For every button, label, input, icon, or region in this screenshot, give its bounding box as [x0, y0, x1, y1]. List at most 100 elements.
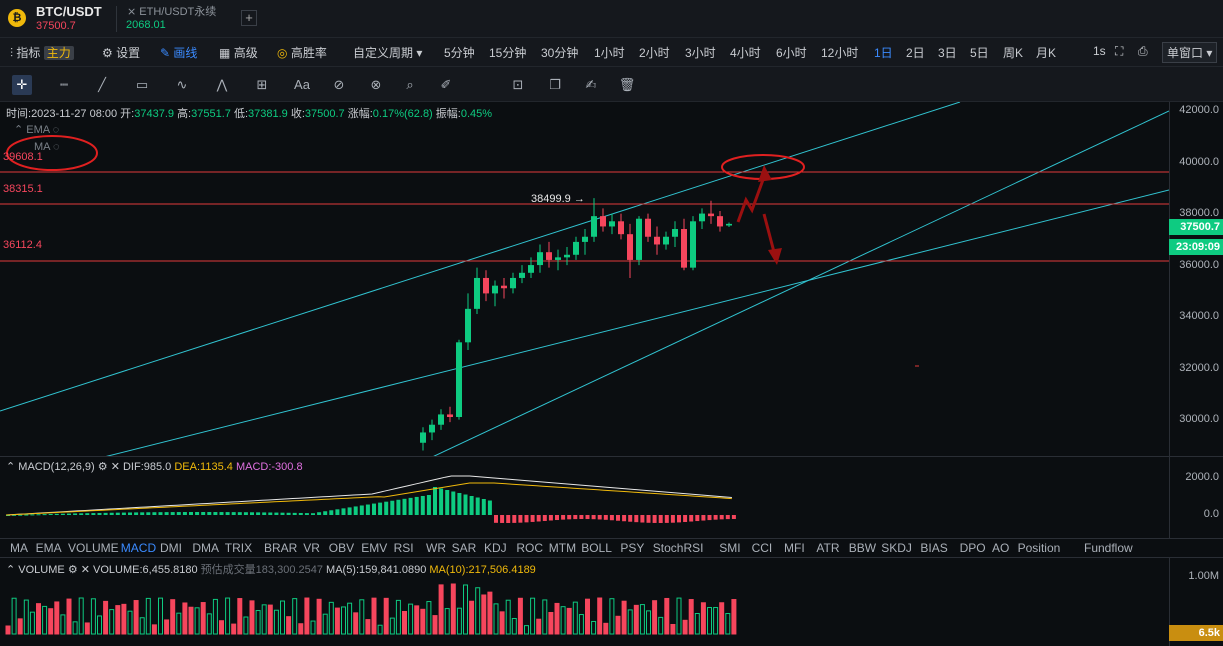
indicator-tab-obv[interactable]: OBV [328, 541, 355, 555]
indicator-tab-sar[interactable]: SAR [451, 541, 477, 555]
magnet-icon[interactable]: ⊘ [333, 77, 345, 92]
indicator-tab-macd[interactable]: MACD [120, 541, 157, 555]
candlestick-chart[interactable] [0, 102, 1169, 456]
screenshot-icon[interactable]: ⎙ [1138, 44, 1148, 58]
indicator-tab-bbw[interactable]: BBW [848, 541, 877, 555]
indicator-tab-atr[interactable]: ATR [816, 541, 840, 555]
tf-30m[interactable]: 30分钟 [541, 46, 579, 60]
tf-15m[interactable]: 15分钟 [489, 46, 527, 60]
hline-icon[interactable]: ┉ [60, 77, 68, 92]
magnet-strong-icon[interactable]: ⊗ [370, 77, 382, 92]
tf-5d[interactable]: 5日 [970, 46, 989, 60]
indicator-tab-ema[interactable]: EMA [35, 541, 62, 555]
symbol-title[interactable]: BTC/USDT [36, 4, 102, 19]
close-icon[interactable]: ✕ [80, 564, 90, 576]
indicator-tab-vr[interactable]: VR [303, 541, 320, 555]
close-icon[interactable]: ✕ [110, 461, 120, 473]
edit-icon[interactable]: ✍ [585, 77, 597, 92]
macd-histogram-bar [152, 512, 157, 515]
indicator-tab-mfi[interactable]: MFI [784, 541, 805, 555]
wave-icon[interactable]: ∿ [176, 77, 188, 92]
tf-12h[interactable]: 12小时 [821, 46, 859, 60]
trash-icon[interactable]: 🗑 [618, 77, 636, 92]
tf-month[interactable]: 月K [1036, 46, 1057, 60]
measure-icon[interactable]: ⊞ [256, 77, 268, 92]
tf-3h[interactable]: 3小时 [685, 46, 716, 60]
tf-5m[interactable]: 5分钟 [444, 46, 475, 60]
tf-1d[interactable]: 1日 [874, 46, 893, 60]
tf-week[interactable]: 周K [1003, 46, 1024, 60]
indicator-tab-stochrsi[interactable]: StochRSI [652, 541, 704, 555]
indicator-tab-boll[interactable]: BOLL [581, 541, 612, 555]
indicator-tab-bias[interactable]: BIAS [920, 541, 948, 555]
tab-eth-perp[interactable]: ⨯ ETH/USDT永续 [127, 6, 217, 18]
tf-6h[interactable]: 6小时 [776, 46, 807, 60]
gear-icon[interactable]: ⚙ [97, 461, 108, 473]
legend-ma[interactable]: MA ◌ [34, 141, 60, 153]
macd-histogram-bar [683, 515, 688, 523]
tf-2h[interactable]: 2小时 [639, 46, 670, 60]
indicator-tab-rsi[interactable]: RSI [393, 541, 414, 555]
indicator-tab-fundflow[interactable]: Fundflow [1084, 541, 1133, 555]
eye-off-icon[interactable]: ◌ [52, 124, 60, 136]
indicator-tab-psy[interactable]: PSY [620, 541, 645, 555]
crosshair-icon[interactable]: ✛ [12, 75, 32, 95]
indicator-tab-kdj[interactable]: KDJ [484, 541, 507, 555]
indicator-tab-emv[interactable]: EMV [361, 541, 388, 555]
level-label-36112: 36112.4 [3, 239, 42, 251]
indicator-tab-brar[interactable]: BRAR [264, 541, 298, 555]
advanced-button[interactable]: ▦ 高级 [219, 44, 258, 61]
indicator-tab-dpo[interactable]: DPO [959, 541, 986, 555]
volume-pane[interactable]: ⌃ VOLUME ⚙ ✕ VOLUME:6,455.8180 预估成交量183,… [0, 557, 1223, 646]
indicator-tab-cci[interactable]: CCI [751, 541, 773, 555]
macd-histogram-bar [433, 487, 437, 515]
indicator-tab-ao[interactable]: AO [992, 541, 1010, 555]
indicator-tab-dma[interactable]: DMA [192, 541, 220, 555]
winrate-button[interactable]: ◎ 高胜率 [277, 44, 327, 61]
tf-1h[interactable]: 1小时 [594, 46, 625, 60]
copy-icon[interactable]: ❐ [549, 77, 561, 92]
volume-bar [639, 604, 645, 635]
rectangle-icon[interactable]: ▭ [135, 77, 149, 92]
text-icon[interactable]: Aa [294, 77, 310, 92]
legend-ema[interactable]: ⌃ EMA ◌ [14, 123, 59, 136]
indicator-tab-mtm[interactable]: MTM [548, 541, 577, 555]
macd-histogram-bar [347, 507, 352, 515]
indicator-tab-skdj[interactable]: SKDJ [881, 541, 912, 555]
price-axis[interactable]: 42000.0 40000.0 38000.0 36000.0 34000.0 … [1169, 102, 1223, 456]
macd-histogram-bar [329, 510, 334, 515]
ruler-icon[interactable]: ⌕ [406, 77, 414, 92]
macd-histogram-bar [646, 515, 651, 523]
settings-button[interactable]: ⚙ 设置 [102, 44, 140, 61]
indicators-button[interactable]: ⫶ 指标 主力 [10, 44, 74, 61]
pattern-icon[interactable]: ⋀ [216, 77, 228, 92]
gear-icon[interactable]: ⚙ [67, 564, 78, 576]
lock-icon[interactable]: ⊡ [512, 77, 524, 92]
indicator-tab-dmi[interactable]: DMI [160, 541, 182, 555]
trendline-icon[interactable]: ╱ [98, 77, 106, 92]
indicator-tab-volume[interactable]: VOLUME [68, 541, 119, 555]
draw-button[interactable]: ✎ 画线 [160, 44, 197, 61]
interval-1s[interactable]: 1s [1093, 44, 1106, 58]
volume-bar [17, 618, 23, 635]
eye-off-icon[interactable]: ◌ [52, 141, 60, 153]
indicator-tab-ma[interactable]: MA [10, 541, 28, 555]
indicator-tab-roc[interactable]: ROC [516, 541, 544, 555]
fullscreen-icon[interactable]: ⛶ [1115, 44, 1124, 58]
eraser-icon[interactable]: ✐ [440, 77, 452, 92]
tf-4h[interactable]: 4小时 [730, 46, 761, 60]
custom-period-dropdown[interactable]: 自定义周期 ▾ [353, 44, 422, 61]
indicator-tab-smi[interactable]: SMI [719, 541, 741, 555]
window-mode-dropdown[interactable]: 单窗口 ▾ [1162, 42, 1218, 63]
indicator-tab-trix[interactable]: TRIX [224, 541, 253, 555]
indicator-tab-wr[interactable]: WR [426, 541, 446, 555]
tf-2d[interactable]: 2日 [906, 46, 925, 60]
tf-3d[interactable]: 3日 [938, 46, 957, 60]
macd-pane[interactable]: ⌃ MACD(12,26,9) ⚙ ✕ DIF:985.0 DEA:1135.4… [0, 456, 1223, 538]
candle-body [627, 234, 633, 260]
indicator-tab-position[interactable]: Position [1017, 541, 1061, 555]
add-tab-button[interactable]: + [241, 10, 257, 26]
annotation-arrowhead-down [768, 248, 782, 265]
macd-histogram-bar [567, 515, 572, 520]
price-chart-pane[interactable]: 时间:2023-11-27 08:00 开:37437.9 高:37551.7 … [0, 102, 1223, 456]
